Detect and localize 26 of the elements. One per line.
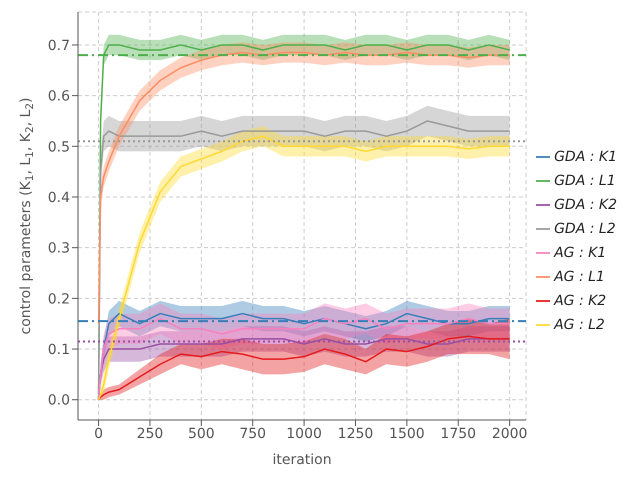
y-tick-label: 0.7 [48, 38, 70, 54]
x-tick-label: 250 [136, 426, 164, 442]
y-tick-label: 0.2 [48, 291, 70, 308]
legend-label: GDA : K2 [554, 197, 617, 213]
x-tick-label: 1750 [440, 426, 476, 442]
legend-label: GDA : K1 [554, 149, 617, 165]
legend-label: GDA : L1 [554, 173, 616, 189]
legend-label: AG : L1 [554, 269, 605, 285]
legend-label: AG : K2 [554, 293, 606, 309]
y-tick-label: 0.6 [48, 88, 70, 105]
x-tick-label: 0 [94, 426, 104, 442]
legend-label: GDA : L2 [554, 221, 616, 237]
x-tick-label: 750 [239, 426, 266, 442]
x-tick-label: 1500 [389, 426, 425, 442]
x-tick-label: 1250 [338, 426, 374, 442]
y-tick-label: 0.3 [48, 240, 70, 257]
legend-label: AG : K1 [554, 245, 606, 261]
x-tick-label: 500 [188, 426, 215, 442]
x-axis-title: iteration [272, 452, 332, 468]
x-tick-label: 1000 [286, 426, 322, 442]
legend-label: AG : L2 [554, 317, 605, 333]
y-tick-label: 0.1 [48, 342, 70, 358]
y-tick-label: 0.5 [48, 139, 70, 156]
y-tick-label: 0.4 [48, 190, 70, 206]
x-tick-label: 2000 [492, 426, 528, 442]
y-tick-label: 0.0 [48, 392, 70, 409]
